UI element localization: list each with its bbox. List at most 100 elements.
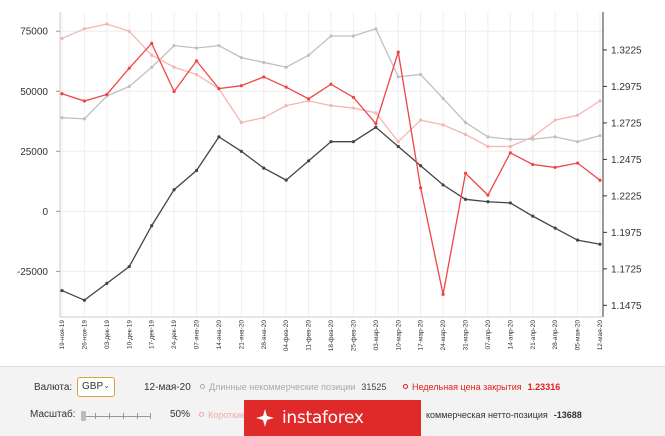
series-point <box>172 89 176 94</box>
left-tick-label: -25000 <box>17 267 49 278</box>
chevron-down-icon: ⌄ <box>103 381 110 390</box>
right-tick-label: 1.1975 <box>611 228 642 239</box>
series-point <box>150 53 154 57</box>
series-point <box>239 149 243 153</box>
series-point <box>396 75 400 79</box>
x-tick-label: 03-мар-20 <box>373 320 380 351</box>
slider-tick <box>95 413 96 419</box>
legend-dot-icon <box>199 412 204 417</box>
x-tick-label: 24-дек-19 <box>171 320 178 349</box>
right-tick-label: 1.2975 <box>611 82 642 93</box>
slider-tick <box>109 413 110 419</box>
series-point <box>374 27 378 31</box>
right-tick-label: 1.2725 <box>611 118 642 129</box>
slider-thumb[interactable] <box>81 411 86 421</box>
x-axis-ticks: 19-ноя-19 26-ноя-19 03-дек-19 10-дек-19 17-д… <box>59 320 604 352</box>
watermark-text: instaforex <box>282 408 364 428</box>
legend-price-label: Недельная цена закрытия <box>412 382 522 392</box>
series-point <box>284 85 288 89</box>
series-point <box>150 41 154 45</box>
series-point <box>598 134 602 138</box>
x-tick-label: 19-ноя-19 <box>59 320 66 350</box>
left-tick-label: 0 <box>42 207 48 218</box>
legend-long-label: Длинные некоммерческие позиции <box>209 382 356 392</box>
legend-net-position[interactable]: коммерческая нетто-позиция -13688 <box>426 410 582 420</box>
legend-long-positions[interactable]: Длинные некоммерческие позиции 31525 <box>200 382 386 392</box>
left-tick-label: 75000 <box>20 27 48 38</box>
series-point <box>127 264 131 269</box>
series-point <box>239 56 243 60</box>
series-point <box>351 106 356 110</box>
series-point <box>194 59 199 63</box>
series-point <box>262 60 266 65</box>
legend-price-value: 1.23316 <box>527 382 561 392</box>
series-point <box>150 65 154 69</box>
series-point <box>82 298 87 302</box>
series-point <box>194 46 199 50</box>
series-point <box>60 92 64 96</box>
x-tick-label: 17-дек-19 <box>149 320 156 349</box>
series-point <box>374 125 378 129</box>
series-point <box>441 292 445 296</box>
slider-track <box>81 416 151 417</box>
series-point <box>463 197 468 201</box>
series-point <box>396 140 400 144</box>
series-point <box>374 111 378 115</box>
series-point <box>463 120 468 125</box>
currency-select[interactable]: GBP ⌄ <box>77 377 115 397</box>
legend-dot-icon <box>200 384 205 389</box>
series-point <box>60 116 64 120</box>
series-point <box>127 66 131 70</box>
series-point <box>419 118 423 122</box>
x-tick-label: 14-янв-20 <box>216 320 223 350</box>
series-point <box>486 200 490 204</box>
x-tick-label: 24-мар-20 <box>440 320 447 351</box>
series-point <box>531 214 535 218</box>
series-point <box>553 165 557 170</box>
series-point <box>508 201 512 205</box>
legend-net-label: коммерческая нетто-позиция <box>426 410 548 420</box>
cot-chart: -25000 0 25000 50000 75000 1.1475 1.1725 1.197… <box>17 12 642 352</box>
series-point <box>441 96 445 101</box>
series-point <box>284 65 288 69</box>
series-point <box>575 113 580 117</box>
slider-tick <box>137 413 138 419</box>
series-point <box>172 188 176 192</box>
legend-short-positions[interactable]: Короткие <box>199 410 246 420</box>
currency-value: GBP <box>82 381 104 392</box>
series-point <box>82 99 87 103</box>
x-tick-label: 17-мар-20 <box>418 320 425 351</box>
series-point <box>329 104 333 108</box>
right-tick-label: 1.3225 <box>611 45 642 56</box>
series-point <box>553 135 557 139</box>
series-point <box>419 164 423 168</box>
scale-slider[interactable] <box>81 411 151 421</box>
series-point <box>351 95 356 99</box>
series-point <box>419 186 423 190</box>
series-point <box>351 34 356 38</box>
series-point <box>531 135 535 139</box>
legend-short-label: Короткие <box>208 410 247 420</box>
selected-date: 12-мая-20 <box>144 382 191 393</box>
series-point <box>284 178 288 182</box>
series-point <box>329 34 333 38</box>
series-point <box>306 97 311 101</box>
series-point <box>239 120 243 125</box>
series-point <box>441 183 445 187</box>
series-point <box>508 137 512 141</box>
right-tick-label: 1.1725 <box>611 264 642 275</box>
series-point <box>575 161 580 165</box>
left-tick-label: 50000 <box>20 87 48 98</box>
series-point <box>105 22 109 26</box>
series-point <box>306 53 311 57</box>
x-tick-label: 07-янв-20 <box>194 320 201 350</box>
series-point <box>262 166 266 170</box>
series-point <box>127 29 131 33</box>
legend-weekly-close[interactable]: Недельная цена закрытия 1.23316 <box>403 382 560 392</box>
right-tick-label: 1.2225 <box>611 191 642 202</box>
series-point <box>575 238 580 242</box>
x-tick-label: 21-апр-20 <box>530 320 537 350</box>
series-point <box>553 226 557 230</box>
scale-value: 50% <box>170 409 191 420</box>
series-point <box>486 135 490 139</box>
